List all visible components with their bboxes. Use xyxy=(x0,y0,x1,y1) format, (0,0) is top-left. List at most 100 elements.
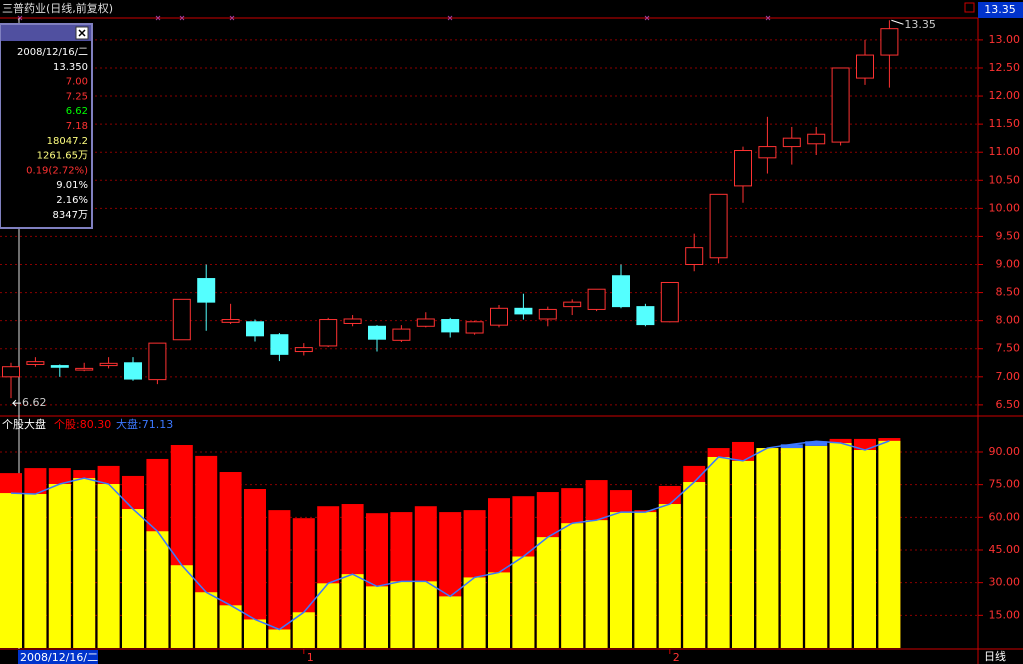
y-tick-label: 12.50 xyxy=(989,61,1021,74)
y-tick-label: 10.00 xyxy=(989,201,1021,214)
candle-body xyxy=(636,306,655,326)
y-tick-label: 7.50 xyxy=(996,342,1021,355)
y-tick-label: 7.00 xyxy=(996,370,1021,383)
y-tick-label: 8.00 xyxy=(996,314,1021,327)
candle-body xyxy=(660,281,679,323)
market-bar xyxy=(634,512,657,648)
market-bar xyxy=(732,460,754,648)
info-row: 13.350 xyxy=(53,62,88,73)
market-bar xyxy=(512,556,535,648)
market-excess xyxy=(780,444,803,449)
market-bar xyxy=(146,531,169,648)
max-arrow xyxy=(891,19,904,25)
candle-body xyxy=(831,67,850,143)
event-markers xyxy=(17,15,771,21)
market-bar xyxy=(780,448,803,648)
candle-body xyxy=(294,347,313,353)
market-bar xyxy=(317,583,340,648)
stock-bar xyxy=(244,489,266,648)
period-label: 日线 xyxy=(984,649,1006,663)
candle-body xyxy=(50,365,69,368)
market-bar xyxy=(97,483,120,648)
market-bar xyxy=(390,581,413,648)
last-price-box xyxy=(978,2,1023,18)
candle-body xyxy=(465,321,484,334)
max-label: 13.35 xyxy=(904,18,936,31)
min-label: 6.62 xyxy=(22,396,47,409)
market-bar xyxy=(536,537,559,648)
market-bar xyxy=(195,592,218,648)
chart-title: 三普药业(日线,前复权) xyxy=(2,1,113,15)
candle-body xyxy=(319,319,338,347)
info-row: 18047.2 xyxy=(47,136,88,147)
candle-body xyxy=(172,298,191,341)
market-bar xyxy=(829,443,852,648)
market-bar xyxy=(73,478,96,648)
last-price: 13.35 xyxy=(984,3,1016,16)
market-bar xyxy=(561,523,584,648)
y-tick-label: 45.00 xyxy=(989,543,1021,556)
candle-body xyxy=(612,275,630,308)
market-bar xyxy=(585,520,608,648)
cursor-date-box xyxy=(18,650,98,664)
y-tick-label: 11.00 xyxy=(989,145,1021,158)
close-icon xyxy=(78,29,86,37)
x-tick-label: 2 xyxy=(673,651,680,664)
candle-body xyxy=(734,150,752,187)
candle-body xyxy=(416,318,435,327)
y-tick-label: 60.00 xyxy=(989,510,1021,523)
y-tick-label: 9.50 xyxy=(996,229,1021,242)
candle-body xyxy=(856,54,874,79)
x-tick-label: 1 xyxy=(307,651,314,664)
info-panel: 2008/12/16/二 13.350 7.00 7.25 6.62 7.18 18047.… xyxy=(0,23,93,229)
panel-title: 个股大盘 xyxy=(2,417,46,431)
stock-bar xyxy=(268,510,291,648)
candle-body xyxy=(197,278,216,303)
candle-body xyxy=(124,362,142,380)
info-row: 9.01% xyxy=(56,180,88,191)
market-bar xyxy=(48,483,71,648)
candle-body xyxy=(490,307,508,326)
info-panel-header xyxy=(1,25,91,41)
info-row: 7.25 xyxy=(66,91,88,102)
info-row: 2008/12/16/二 xyxy=(17,47,88,58)
y-tick-label: 8.50 xyxy=(996,286,1021,299)
y-tick-label: 90.00 xyxy=(989,445,1021,458)
info-row: 8347万 xyxy=(53,210,88,221)
candle-body xyxy=(782,137,801,148)
y-tick-label: 13.00 xyxy=(989,33,1021,46)
candle-body xyxy=(148,342,167,381)
candle-body xyxy=(758,146,777,159)
market-bar xyxy=(0,493,22,648)
y-tick-label: 15.00 xyxy=(989,608,1021,621)
y-tick-label: 6.50 xyxy=(996,398,1021,411)
candle-body xyxy=(880,28,899,56)
candle-body xyxy=(709,193,728,259)
stock-bar xyxy=(219,472,242,648)
candle-body xyxy=(75,367,94,371)
candle-body xyxy=(685,247,704,266)
x-tick-label: 2008/12/16/二 xyxy=(20,651,98,664)
market-bar xyxy=(122,509,144,648)
restore-icon[interactable] xyxy=(964,2,975,13)
candle-body xyxy=(221,319,240,323)
candle-body xyxy=(246,321,264,337)
market-bar xyxy=(463,577,486,648)
candle-body xyxy=(99,362,118,367)
market-bar xyxy=(756,448,779,648)
candle-body xyxy=(2,366,20,378)
candle-body xyxy=(26,361,45,365)
info-row: 1261.65万 xyxy=(37,151,88,162)
market-bar xyxy=(878,440,901,648)
info-row: 0.19(2.72%) xyxy=(26,165,88,176)
candle-body xyxy=(441,319,460,333)
market-line xyxy=(10,440,890,631)
market-bar xyxy=(439,596,462,648)
y-tick-label: 11.50 xyxy=(989,117,1021,130)
market-bar xyxy=(292,612,315,648)
candle-body xyxy=(368,325,386,340)
market-bar xyxy=(707,456,730,648)
candle-body xyxy=(343,318,362,324)
